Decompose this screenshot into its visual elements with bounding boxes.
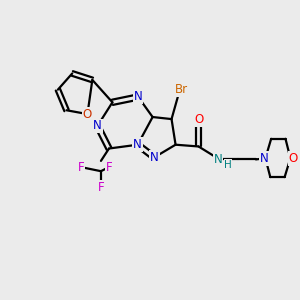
Text: H: H bbox=[224, 160, 232, 170]
Text: N: N bbox=[150, 151, 159, 164]
Text: O: O bbox=[83, 108, 92, 121]
Text: F: F bbox=[77, 160, 84, 174]
Text: F: F bbox=[106, 160, 112, 174]
Text: O: O bbox=[194, 113, 203, 126]
Text: N: N bbox=[214, 153, 222, 166]
Text: F: F bbox=[98, 181, 104, 194]
Text: Br: Br bbox=[175, 83, 188, 96]
Text: N: N bbox=[260, 152, 268, 165]
Text: O: O bbox=[289, 152, 298, 165]
Text: N: N bbox=[93, 119, 102, 132]
Text: N: N bbox=[133, 138, 142, 151]
Text: N: N bbox=[134, 91, 142, 103]
